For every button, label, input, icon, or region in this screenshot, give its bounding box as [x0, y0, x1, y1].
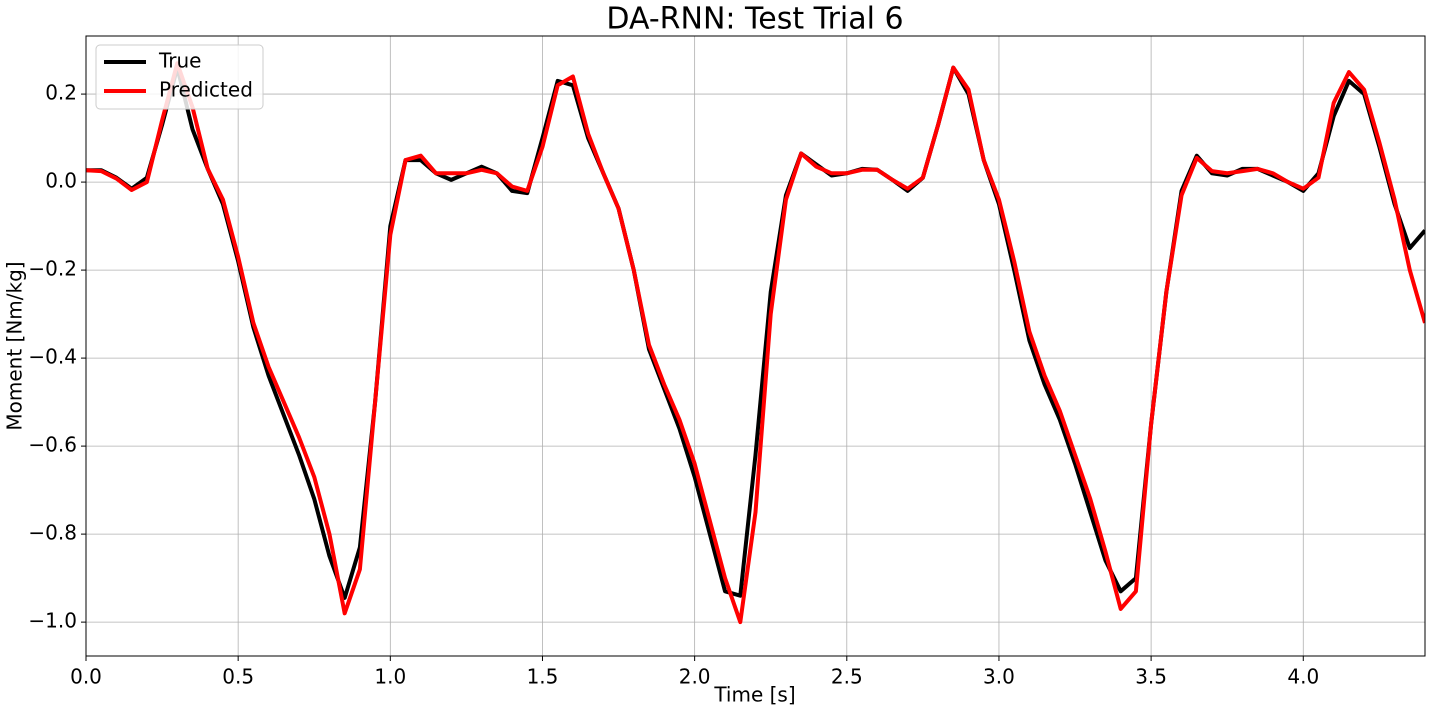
x-tick-label: 1.0	[374, 665, 406, 689]
x-tick-label: 3.0	[983, 665, 1015, 689]
y-tick-label: −1.0	[28, 609, 77, 633]
y-tick-label: 0.2	[45, 81, 77, 105]
x-tick-label: 0.0	[70, 665, 102, 689]
x-tick-label: 3.5	[1135, 665, 1167, 689]
y-tick-label: 0.0	[45, 169, 77, 193]
x-axis-label: Time [s]	[713, 683, 795, 707]
x-tick-label: 0.5	[222, 665, 254, 689]
y-tick-label: −0.8	[28, 521, 77, 545]
chart-title: DA-RNN: Test Trial 6	[606, 2, 903, 37]
y-tick-label: −0.6	[28, 433, 77, 457]
x-tick-label: 1.5	[527, 665, 559, 689]
plot-area	[86, 61, 1425, 625]
plot-frame	[85, 35, 1426, 657]
y-tick-label: −0.2	[28, 257, 77, 281]
x-tick-label: 2.0	[679, 665, 711, 689]
legend-label: Predicted	[159, 78, 253, 102]
y-axis-label: Moment [Nm/kg]	[3, 261, 27, 430]
legend-label: True	[158, 49, 201, 73]
x-tick-label: 4.0	[1287, 665, 1319, 689]
x-tick-label: 2.5	[831, 665, 863, 689]
data-line	[86, 61, 1425, 625]
y-tick-label: −0.4	[28, 345, 77, 369]
